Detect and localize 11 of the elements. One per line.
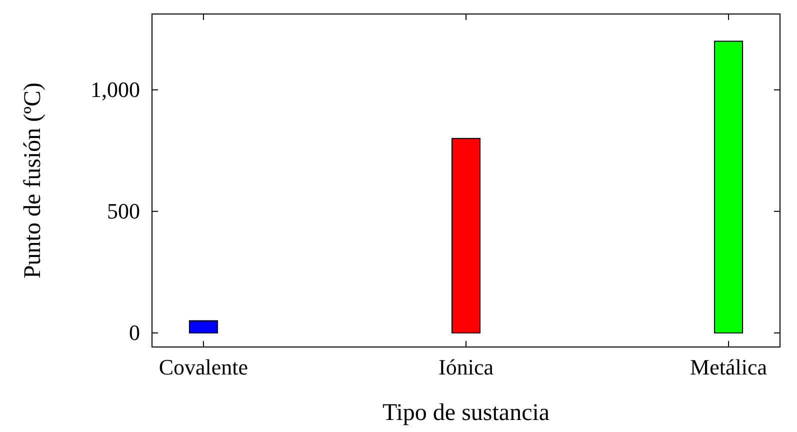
bar xyxy=(714,40,744,334)
bar xyxy=(452,138,480,334)
x-tick-label: Covalente xyxy=(158,354,248,380)
x-tick-label: Metálica xyxy=(690,354,768,380)
bar xyxy=(188,320,218,334)
x-axis-title: Tipo de sustancia xyxy=(382,400,550,426)
y-axis-title: Punto de fusión (ºC) xyxy=(20,82,46,279)
y-tick-label: 0 xyxy=(129,320,140,345)
x-tick-label: Iónica xyxy=(438,354,494,380)
y-tick-label: 500 xyxy=(107,198,140,224)
y-tick-label: 1,000 xyxy=(90,76,140,102)
